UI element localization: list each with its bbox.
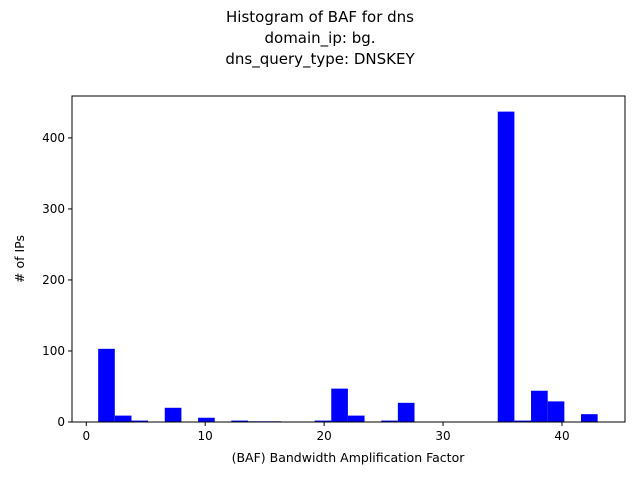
histogram-bar-4 <box>198 417 215 422</box>
histogram-bar-9 <box>331 388 348 422</box>
x-tick-label-3: 30 <box>435 429 450 443</box>
histogram-bar-12 <box>397 402 415 422</box>
x-tick-label-4: 40 <box>554 429 569 443</box>
histogram-bar-0 <box>98 348 115 422</box>
histogram-bar-17 <box>580 414 598 422</box>
x-tick-label-0: 0 <box>82 429 90 443</box>
x-axis-ticks: 0 10 20 30 40 <box>82 422 570 443</box>
histogram-bar-16 <box>547 401 565 422</box>
histogram-bar-13 <box>497 111 515 422</box>
x-axis-label: (BAF) Bandwidth Amplification Factor <box>232 450 466 465</box>
y-tick-label-1: 100 <box>42 344 65 358</box>
y-tick-label-0: 0 <box>57 415 65 429</box>
y-axis-label: # of IPs <box>12 235 27 283</box>
chart-title-line-3: dns_query_type: DNSKEY <box>225 50 415 68</box>
histogram-bar-11 <box>381 420 398 422</box>
chart-title-line-2: domain_ip: bg. <box>264 29 376 47</box>
y-axis-ticks: 0 100 200 300 400 <box>42 131 72 429</box>
histogram-bar-1 <box>114 415 132 422</box>
histogram-bar-8 <box>314 420 332 422</box>
bars-group <box>98 111 598 422</box>
x-tick-label-2: 20 <box>316 429 331 443</box>
chart-title-line-1: Histogram of BAF for dns <box>226 8 414 26</box>
y-tick-label-2: 200 <box>42 273 65 287</box>
x-tick-label-1: 10 <box>198 429 213 443</box>
histogram-bar-10 <box>347 415 365 422</box>
y-tick-label-3: 300 <box>42 202 65 216</box>
plot-frame <box>71 95 626 423</box>
histogram-bar-5 <box>231 420 249 422</box>
histogram-bar-14 <box>514 420 532 422</box>
y-tick-label-4: 400 <box>42 131 65 145</box>
histogram-bar-3 <box>164 407 182 422</box>
histogram-bar-15 <box>531 390 548 422</box>
histogram-bar-2 <box>131 420 149 422</box>
